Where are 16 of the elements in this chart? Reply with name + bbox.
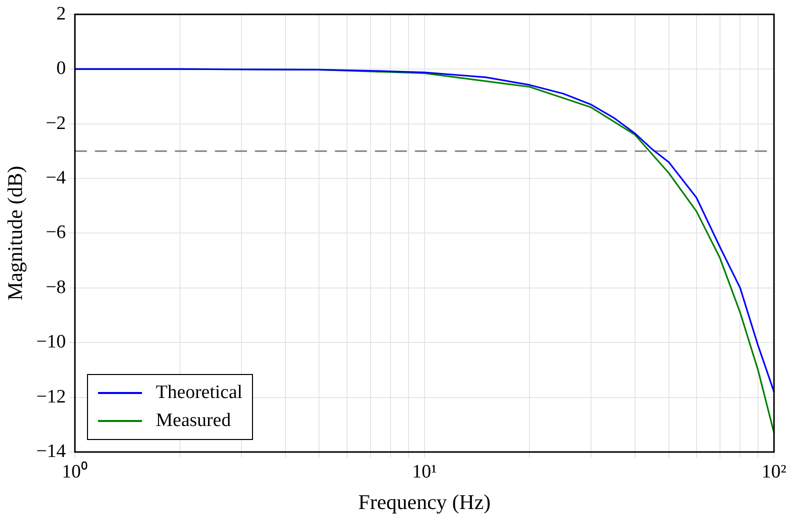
y-tick-label: −6 <box>46 222 66 244</box>
y-tick-label: −14 <box>36 440 66 462</box>
y-tick-label: 2 <box>56 3 66 24</box>
x-tick-label: 10² <box>762 461 787 482</box>
legend-label: Theoretical <box>156 382 242 404</box>
x-tick-label: 10⁰ <box>62 460 88 482</box>
y-tick-label: −12 <box>36 386 66 408</box>
y-tick-label: −10 <box>36 332 66 353</box>
x-axis-title: Frequency (Hz) <box>358 490 491 514</box>
y-tick-label: 0 <box>56 58 66 80</box>
y-tick-label: −4 <box>46 167 66 188</box>
x-tick-label: 10¹ <box>412 461 438 482</box>
legend-label: Measured <box>156 410 231 432</box>
y-tick-label: −2 <box>46 112 66 134</box>
y-axis-title: Magnitude (dB) <box>3 166 28 301</box>
y-tick-label: −8 <box>46 276 66 298</box>
